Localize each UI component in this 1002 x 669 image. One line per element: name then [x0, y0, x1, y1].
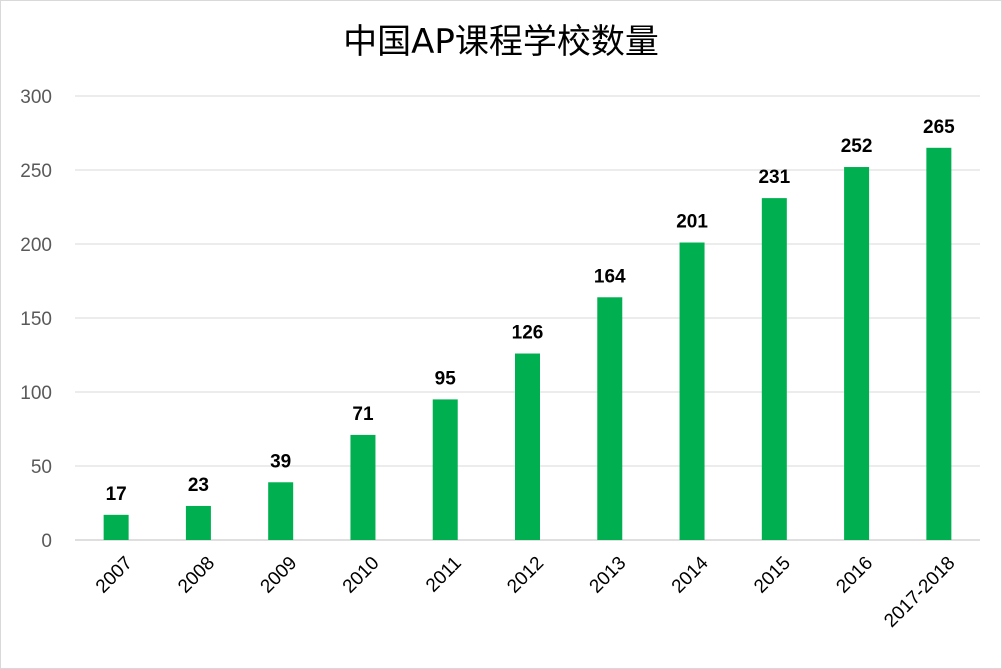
bar — [679, 242, 705, 540]
x-tick-label: 2007 — [92, 553, 137, 598]
bar — [350, 434, 376, 540]
x-tick-label: 2013 — [586, 553, 631, 598]
data-label: 201 — [676, 212, 708, 233]
y-tick-label: 100 — [20, 383, 52, 404]
data-label: 23 — [188, 475, 209, 496]
y-tick-label: 150 — [20, 309, 52, 330]
data-label: 71 — [352, 404, 374, 425]
data-label: 126 — [512, 323, 544, 344]
bar — [103, 514, 129, 540]
data-label: 265 — [923, 117, 955, 138]
bar — [761, 198, 787, 540]
data-label: 231 — [758, 167, 790, 188]
y-tick-label: 50 — [31, 457, 52, 478]
x-tick-label: 2016 — [832, 553, 877, 598]
bar — [268, 482, 294, 540]
data-label: 252 — [841, 136, 873, 157]
x-tick-label: 2015 — [750, 553, 795, 598]
bar — [597, 297, 623, 540]
bar — [515, 353, 540, 540]
y-tick-label: 0 — [41, 531, 52, 552]
y-tick-label: 250 — [20, 161, 52, 182]
x-tick-label: 2012 — [503, 553, 548, 598]
bar — [844, 167, 870, 541]
data-label: 17 — [106, 484, 127, 505]
x-tick-label: 2014 — [668, 552, 713, 597]
bar — [432, 399, 458, 540]
x-tick-label: 2009 — [257, 553, 302, 598]
chart-title: 中国AP课程学校数量 — [343, 22, 659, 62]
data-label: 39 — [270, 451, 291, 472]
x-tick-label: 2017-2018 — [880, 553, 959, 632]
x-tick-label: 2008 — [174, 553, 219, 598]
data-label: 95 — [435, 368, 457, 389]
y-tick-label: 300 — [20, 87, 52, 108]
x-tick-label: 2011 — [422, 553, 466, 597]
bar — [926, 147, 952, 541]
y-tick-label: 200 — [20, 235, 52, 256]
data-label: 164 — [594, 266, 626, 287]
x-tick-label: 2010 — [339, 553, 384, 598]
bar — [185, 505, 211, 540]
